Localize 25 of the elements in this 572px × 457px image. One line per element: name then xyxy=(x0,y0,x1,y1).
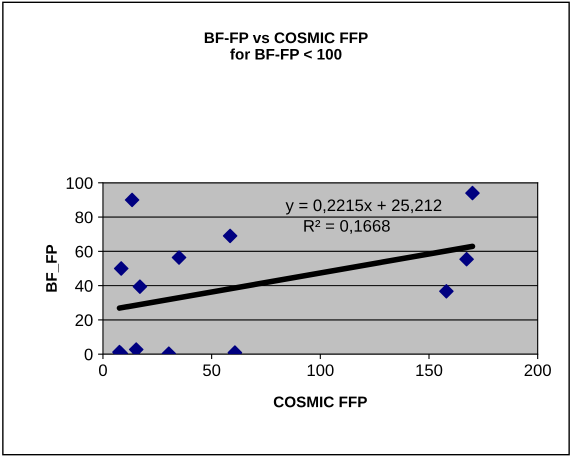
annotation: y = 0,2215x + 25,212 xyxy=(286,199,442,215)
point xyxy=(114,261,128,276)
x-axis-title: COSMIC FFP xyxy=(274,396,367,408)
point xyxy=(222,228,238,244)
point xyxy=(128,342,144,354)
y-tick-label: 0 xyxy=(84,348,93,360)
x-tick-label: 0 xyxy=(98,364,107,376)
x-tick-label: 200 xyxy=(524,364,551,376)
point xyxy=(465,186,480,200)
point xyxy=(132,279,148,294)
y-tick-label: 20 xyxy=(76,314,93,326)
x-tick-label: 50 xyxy=(203,364,220,376)
point xyxy=(124,192,140,208)
y-tick-label: 100 xyxy=(66,177,93,190)
y-tick-label: 60 xyxy=(76,246,93,258)
y-tick-label: 40 xyxy=(75,280,93,292)
point xyxy=(459,252,474,267)
annotation: R² = 0,1668 xyxy=(304,220,390,234)
x-tick-label: 100 xyxy=(308,364,334,376)
point xyxy=(439,284,454,299)
y-tick-label: 80 xyxy=(75,211,93,224)
y-axis-title: BF_FP xyxy=(46,244,59,292)
chart-title: BF-FP vs COSMIC FFP for BF-FP < 100 xyxy=(204,32,368,60)
x-tick-label: 150 xyxy=(416,364,442,376)
point xyxy=(172,250,186,265)
